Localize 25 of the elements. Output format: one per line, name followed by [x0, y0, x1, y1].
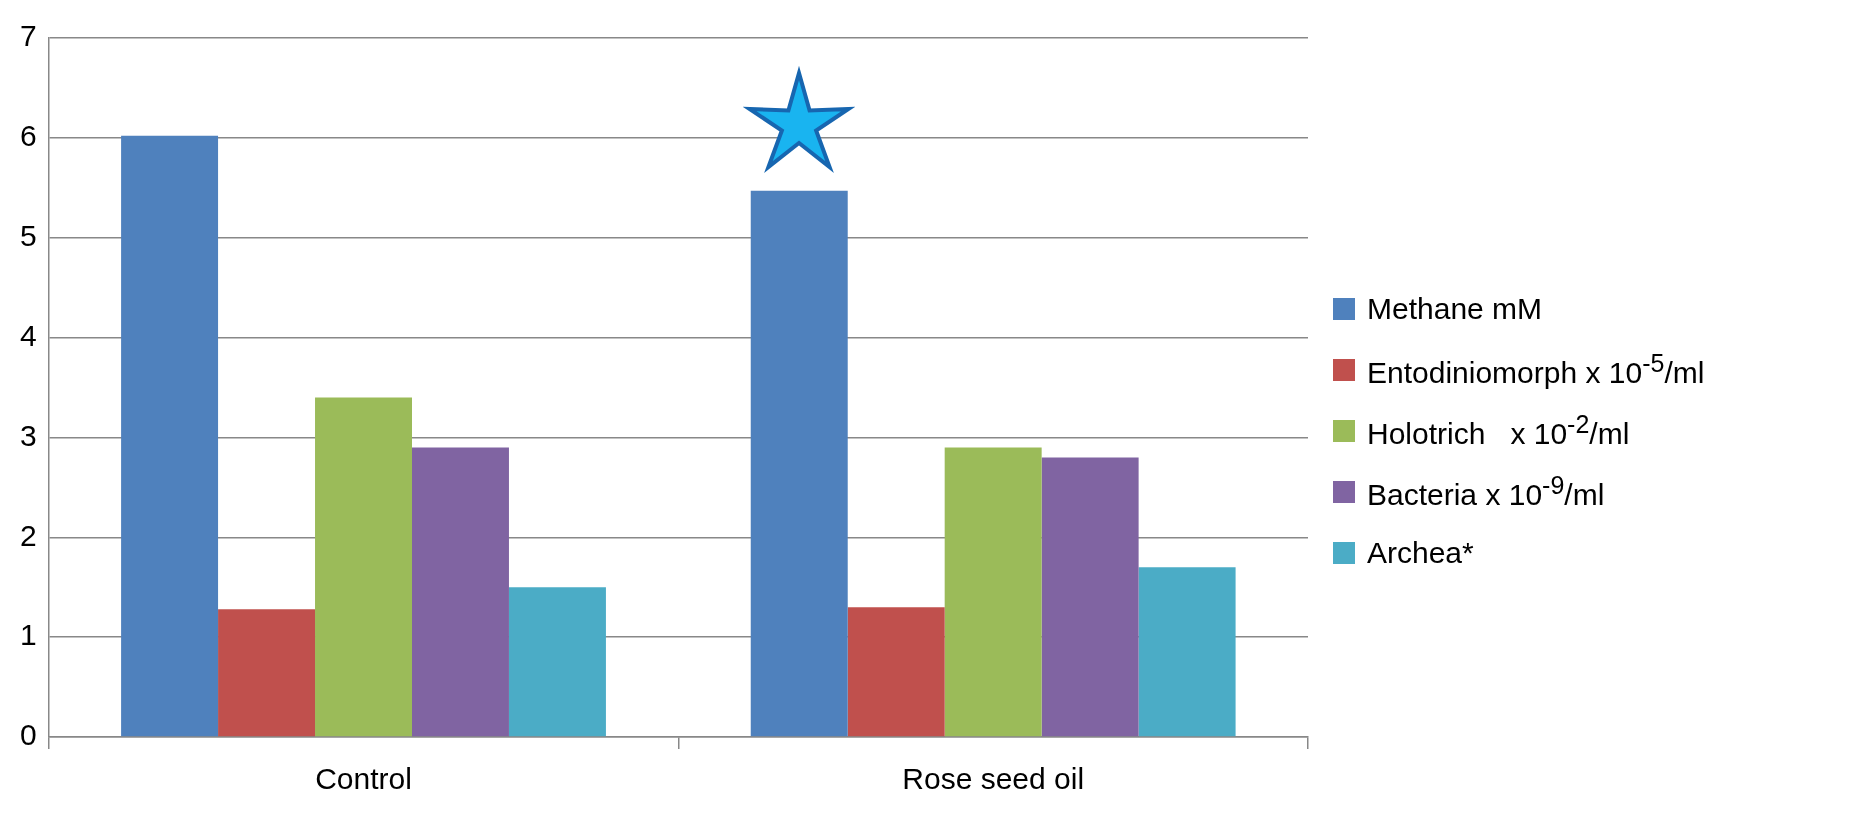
bar — [508, 587, 606, 737]
y-tick-label: 6 — [20, 119, 37, 153]
bar — [1041, 457, 1139, 737]
legend-label: Methane mM — [1367, 291, 1543, 326]
x-tick-label: Control — [315, 762, 412, 796]
x-tick-label: Rose seed oil — [902, 762, 1085, 796]
bar — [944, 447, 1042, 737]
y-tick-label: 0 — [20, 718, 37, 752]
y-tick-label: 7 — [20, 19, 37, 53]
legend-label: Entodiniomorph x 10$^{-5}$/ml — [1367, 349, 1705, 390]
bar — [412, 447, 509, 737]
bar — [315, 397, 412, 737]
bar — [1138, 567, 1236, 737]
legend-label: Bacteria x 10$^{-9}$/ml — [1367, 471, 1605, 512]
bar — [750, 190, 848, 737]
bar — [121, 135, 219, 737]
y-tick-label: 5 — [20, 218, 37, 252]
y-tick-label: 1 — [20, 618, 37, 652]
legend-label: Holotrich x 10$^{-2}$/ml — [1367, 410, 1630, 451]
bar — [218, 609, 316, 737]
bar — [847, 607, 945, 737]
y-tick-label: 2 — [20, 518, 37, 552]
y-tick-label: 4 — [20, 318, 37, 352]
y-tick-label: 3 — [20, 418, 37, 452]
legend-label: Archea* — [1367, 535, 1474, 570]
